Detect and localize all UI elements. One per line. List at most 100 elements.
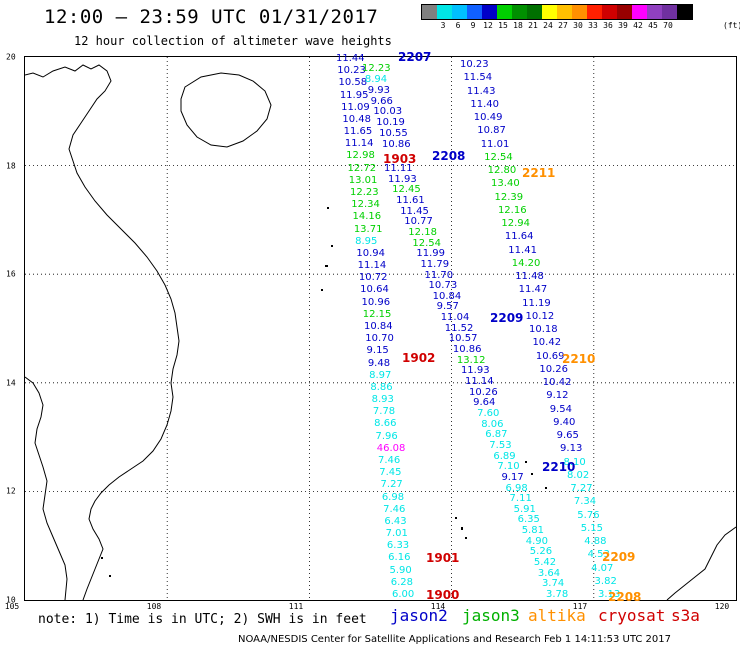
wave-height-value: 3.78 [546,589,569,600]
wave-height-value: 7.27 [380,479,403,491]
wave-height-value: 13.01 [348,174,378,186]
color-scale-tick: 21 [528,21,538,30]
wave-height-value: 4.07 [591,562,614,574]
wave-height-value: 9.57 [436,301,459,313]
longitude-label: 120 [714,602,730,611]
satellite-legend-s3a: s3a [671,606,700,625]
color-scale-tick: 39 [618,21,628,30]
wave-height-value: 12.16 [497,204,527,216]
wave-height-value: 12.39 [494,191,524,203]
wave-height-value: 4.90 [525,535,549,547]
pass-number-label: 1903 [383,152,417,166]
map-frame [24,56,737,601]
wave-height-value: 5.91 [513,503,536,515]
wave-height-value: 10.96 [361,296,391,308]
color-swatch [527,5,542,19]
color-swatch [467,5,482,19]
wave-height-value: 6.35 [517,514,540,526]
wave-height-value: 11.95 [339,89,369,101]
color-scale-tick: 6 [455,21,461,30]
wave-height-value: 12.23 [362,63,391,74]
longitude-label: 111 [288,602,304,611]
small-islands [101,207,547,577]
wave-height-value: 11.45 [400,205,429,217]
wave-height-value: 7.11 [509,493,532,505]
wave-height-value: 3.64 [537,567,561,579]
wave-height-value: 10.64 [360,284,389,296]
wave-height-value: 11.14 [344,138,374,150]
graticule [25,57,736,600]
borneo-coastline [666,526,736,600]
hainan-island [180,72,272,148]
wave-height-value: 12.34 [351,199,380,211]
color-swatch [557,5,572,19]
wave-height-value: 7.46 [383,503,406,515]
wave-height-value: 8.66 [374,418,397,430]
pass-number-label: 2208 [608,590,642,604]
chart-title: 12:00 – 23:59 UTC 01/31/2017 [44,6,379,28]
wave-height-value: 9.65 [556,430,579,441]
wave-height-value: 5.76 [577,509,600,521]
wave-height-value: 7.45 [379,467,402,479]
wave-height-value: 11.01 [480,138,510,150]
wave-height-value: 9.93 [367,84,390,96]
wave-height-value: 5.42 [533,557,557,569]
color-scale-swatches [421,4,693,20]
color-swatch [632,5,647,19]
wave-height-value: 10.23 [337,65,366,77]
wave-height-value: 4.53 [587,549,610,561]
wave-height-value: 11.41 [508,244,537,256]
wave-height-value: 14.16 [352,211,382,223]
latitude-label: 10 [6,595,16,605]
wave-height-value: 10.69 [535,350,565,362]
wave-height-value: 11.61 [396,194,425,206]
wave-height-value: 8.02 [566,469,590,481]
wave-height-value: 12.94 [501,218,531,229]
wave-height-value: 9.48 [367,357,391,369]
satellite-legend-jason3: jason3 [462,606,520,625]
wave-height-value: 5.90 [389,564,412,576]
wave-height-value: 13.40 [491,178,520,190]
color-swatch [662,5,677,19]
wave-height-value: 10.87 [477,125,506,137]
wave-height-value: 9.13 [560,443,583,455]
wave-height-value: 11.44 [336,53,365,64]
color-swatch [602,5,617,19]
wave-height-value: 10.12 [525,310,555,322]
wave-height-value: 10.77 [404,216,433,228]
wave-height-value: 3.13 [598,589,621,600]
wave-height-value: 10.57 [448,333,478,345]
color-swatch [587,5,602,19]
wave-height-value: 12.80 [487,165,517,176]
wave-height-value: 9.64 [473,397,496,409]
satellite-legend-altika: altika [528,606,586,625]
wave-height-value: 11.19 [522,297,551,309]
wave-height-value: 6.00 [392,589,415,600]
wave-height-value: 9.54 [549,403,572,415]
wave-height-value: 4.88 [584,536,607,547]
wave-height-value: 11.48 [515,271,544,282]
wave-height-value: 9.66 [370,95,393,107]
wave-height-value: 7.34 [573,496,597,508]
wave-height-value: 11.70 [424,269,454,281]
wave-height-value: 11.99 [416,248,446,260]
latitude-label: 20 [6,52,16,62]
wave-height-value: 11.54 [463,72,493,84]
color-swatch [452,5,467,19]
wave-height-value: 11.14 [357,260,387,272]
chart-subtitle: 12 hour collection of altimeter wave hei… [74,34,392,48]
latitude-label: 14 [6,378,16,388]
color-scale-tick: 70 [663,21,673,30]
color-swatch [572,5,587,19]
wave-height-value: 11.65 [343,126,373,138]
wave-height-value: 10.23 [460,59,489,70]
map-svg [25,57,736,600]
wave-height-value: 12.54 [484,151,513,163]
wave-height-value: 6.98 [505,482,528,494]
wave-height-value: 11.04 [440,312,470,324]
longitude-label: 117 [572,602,588,611]
wave-height-value: 12.98 [346,150,375,162]
wave-height-value: 11.40 [470,98,499,110]
wave-height-value: 6.28 [390,576,413,588]
